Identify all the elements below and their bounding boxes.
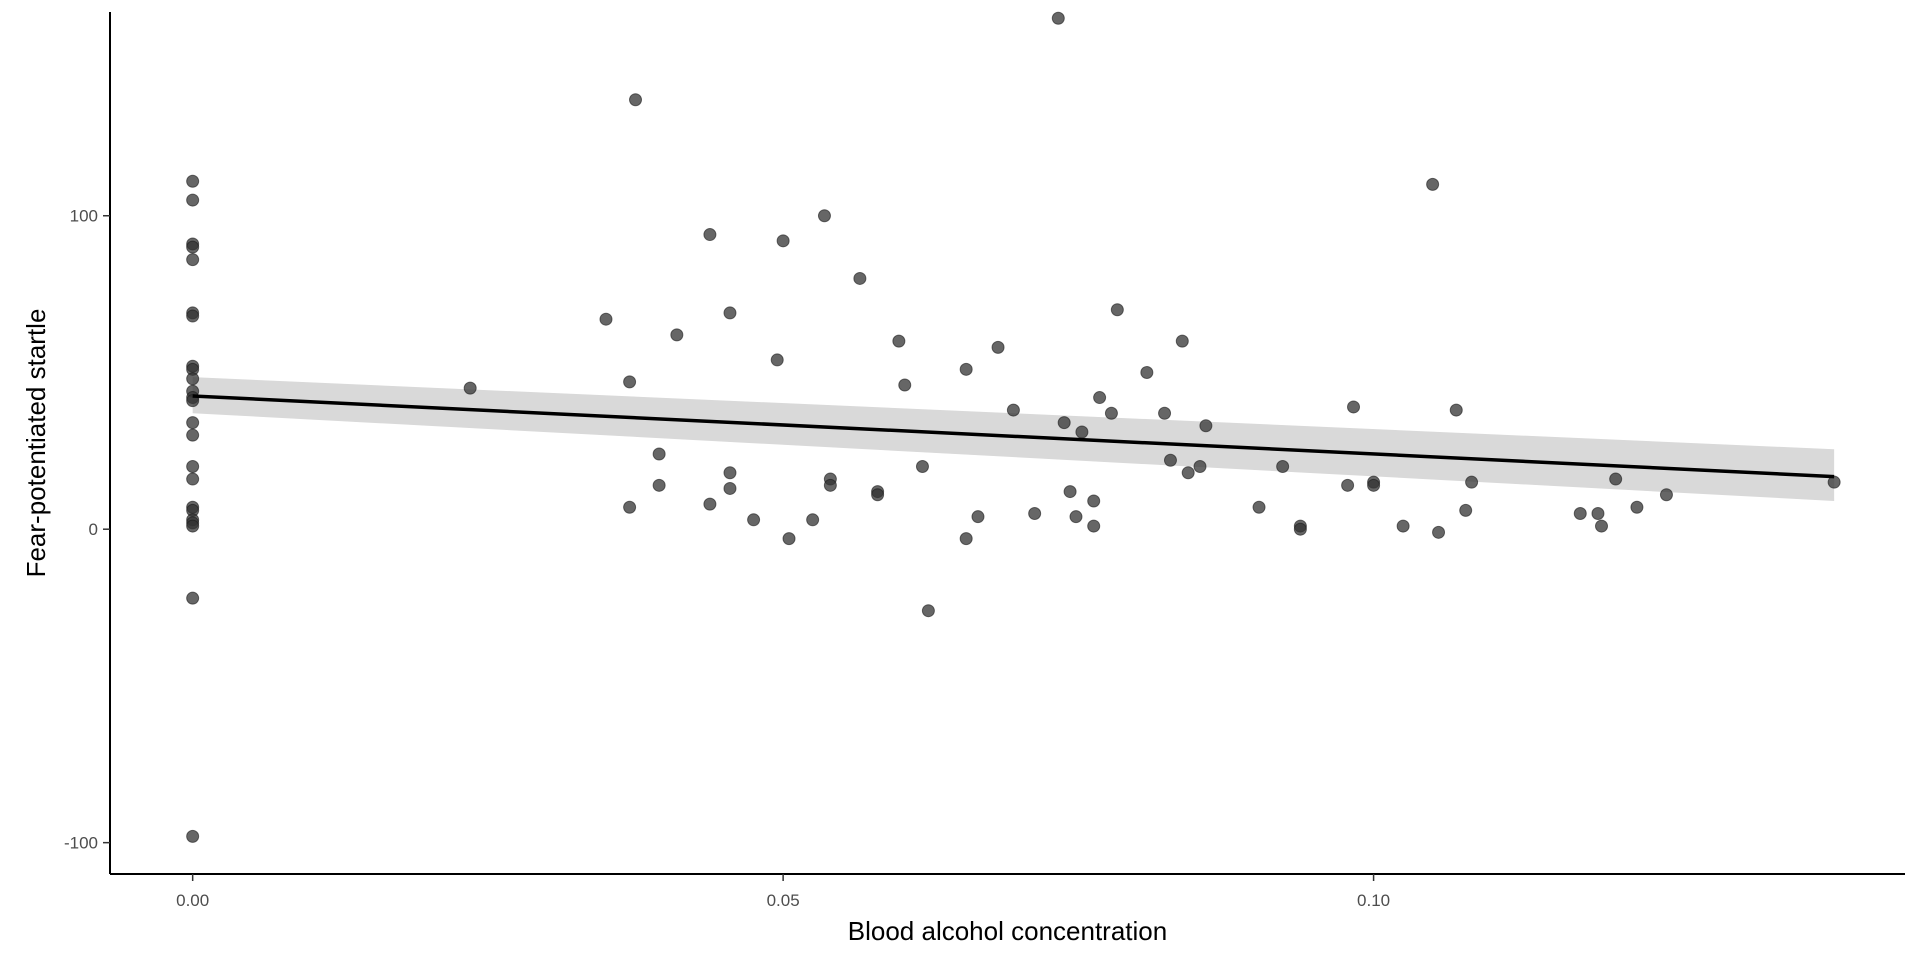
data-point [1347, 400, 1361, 414]
data-point [1573, 507, 1587, 521]
data-point [770, 353, 784, 367]
data-point [186, 829, 200, 843]
data-point [1432, 525, 1446, 539]
data-point [991, 340, 1005, 354]
data-point [186, 472, 200, 486]
data-point [186, 519, 200, 533]
data-point [1175, 334, 1189, 348]
data-point [629, 93, 643, 107]
x-tick-label: 0.00 [176, 891, 209, 910]
data-point [1341, 478, 1355, 492]
data-point [853, 271, 867, 285]
data-point [871, 488, 885, 502]
data-point [1459, 503, 1473, 517]
data-point [1276, 460, 1290, 474]
data-point [1396, 519, 1410, 533]
data-point [817, 209, 831, 223]
data-point [623, 500, 637, 514]
data-point [1591, 507, 1605, 521]
data-point [971, 510, 985, 524]
data-point [652, 478, 666, 492]
data-point [1158, 406, 1172, 420]
data-point [1063, 485, 1077, 499]
x-tick-label: 0.10 [1357, 891, 1390, 910]
data-point [898, 378, 912, 392]
data-point [1104, 406, 1118, 420]
data-point [1075, 425, 1089, 439]
data-point [1093, 391, 1107, 405]
data-point [186, 416, 200, 430]
data-point [1006, 403, 1020, 417]
y-axis-ticks: -100 0 100 [64, 207, 110, 853]
data-point [703, 497, 717, 511]
data-point [1630, 500, 1644, 514]
x-tick-label: 0.05 [767, 891, 800, 910]
x-axis-title: Blood alcohol concentration [848, 916, 1167, 946]
data-point [1140, 365, 1154, 379]
data-point [1057, 416, 1071, 430]
data-point [892, 334, 906, 348]
data-point [1163, 453, 1177, 467]
data-point [186, 372, 200, 386]
data-point [1087, 519, 1101, 533]
data-point [463, 381, 477, 395]
data-point [1051, 11, 1065, 25]
data-point [1449, 403, 1463, 417]
y-axis-title: Fear-potentiated startle [21, 309, 51, 578]
data-point [723, 306, 737, 320]
data-point [1595, 519, 1608, 533]
y-tick-label: -100 [64, 834, 98, 853]
data-point [670, 328, 684, 342]
regression-line [192, 394, 1835, 479]
data-point [186, 253, 200, 267]
data-point [1028, 507, 1042, 521]
data-point [186, 460, 200, 474]
data-point [1087, 494, 1101, 508]
data-point [823, 478, 837, 492]
data-point [1426, 177, 1440, 191]
data-point [1181, 466, 1195, 480]
data-point [1199, 419, 1213, 433]
data-point [915, 460, 929, 474]
data-point [623, 375, 637, 389]
confidence-band-layer [192, 377, 1835, 501]
data-point [1465, 475, 1479, 489]
data-point [1293, 522, 1307, 536]
data-point [1193, 460, 1207, 474]
data-point [652, 447, 666, 461]
data-point [1069, 510, 1083, 524]
data-point [782, 532, 796, 546]
data-point [959, 532, 973, 546]
data-point [186, 193, 200, 207]
data-point [1367, 478, 1381, 492]
data-point [747, 513, 761, 527]
data-point [723, 481, 737, 495]
data-point [186, 591, 200, 605]
data-point [1609, 472, 1623, 486]
data-point [921, 604, 935, 618]
data-point [1659, 488, 1673, 502]
data-points-layer [186, 11, 1841, 843]
data-point [776, 234, 790, 248]
data-point [959, 362, 973, 376]
data-point [186, 309, 200, 323]
data-point [806, 513, 820, 527]
data-point [703, 228, 717, 242]
data-point [186, 240, 200, 254]
y-tick-label: 0 [89, 520, 98, 539]
data-point [186, 428, 200, 442]
x-axis-ticks: 0.00 0.05 0.10 [176, 874, 1390, 910]
regression-line-layer [192, 394, 1835, 479]
data-point [1110, 303, 1124, 317]
data-point [1252, 500, 1266, 514]
data-point [599, 312, 613, 326]
confidence-band [192, 377, 1835, 501]
y-tick-label: 100 [70, 207, 98, 226]
data-point [186, 174, 200, 188]
data-point [723, 466, 737, 480]
